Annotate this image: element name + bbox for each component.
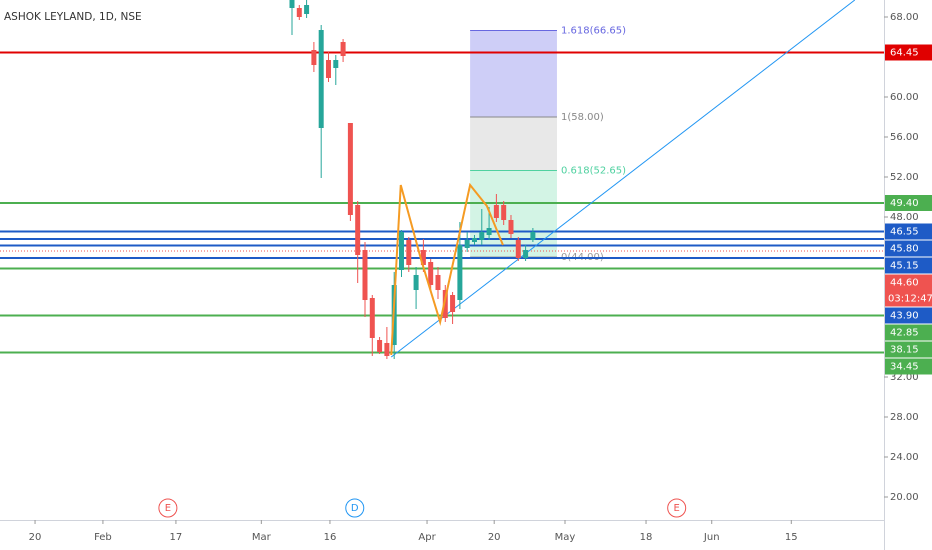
x-tick-label: Feb: [94, 532, 112, 543]
level-label: 45.80: [890, 244, 919, 255]
candle-body: [508, 220, 514, 234]
y-tick-label: 56.00: [890, 132, 919, 143]
candle-body: [450, 295, 456, 312]
candle-body: [471, 238, 477, 242]
price-label-bg: [885, 257, 932, 274]
candle-body: [318, 30, 324, 128]
y-tick-label: 48.00: [890, 212, 919, 223]
price-label-bg: [885, 307, 932, 324]
level-label: 38.15: [890, 345, 919, 356]
fib-label: 1.618(66.65): [561, 26, 626, 37]
price-label-bg: [885, 240, 932, 257]
y-tick-label: 52.00: [890, 172, 919, 183]
candle-body: [333, 60, 339, 68]
candle-body: [325, 60, 331, 78]
fib-zone: [470, 30, 557, 117]
x-tick-label: Mar: [252, 532, 272, 543]
level-label: 34.45: [890, 362, 919, 373]
candle-body: [530, 232, 536, 240]
candle-body: [501, 205, 507, 220]
level-label: 43.90: [890, 311, 919, 322]
candle-body: [289, 0, 295, 8]
candle-body: [486, 228, 492, 235]
price-label-bg: [885, 324, 932, 341]
x-tick-label: 16: [324, 532, 337, 543]
x-tick-label: 15: [785, 532, 798, 543]
candle-body: [369, 298, 375, 338]
event-marker: [345, 498, 365, 518]
fib-label: 0.618(52.65): [561, 166, 626, 177]
y-tick-label: 24.00: [890, 452, 919, 463]
candle-body: [355, 205, 361, 255]
candle-body: [435, 275, 441, 290]
price-label-bg: [885, 44, 932, 61]
event-marker: [158, 498, 178, 518]
price-label-bg: [885, 358, 932, 375]
pattern-line: [390, 182, 504, 356]
candle-body: [523, 250, 529, 258]
candle-body: [384, 343, 390, 356]
x-tick-label: May: [555, 532, 576, 543]
x-tick-label: 17: [170, 532, 183, 543]
countdown: 03:12:47: [888, 294, 932, 305]
level-label: 49.40: [890, 198, 919, 209]
candle-body: [362, 250, 368, 300]
x-tick-label: Apr: [418, 532, 436, 543]
candle-body: [428, 262, 434, 285]
candle-body: [413, 275, 419, 290]
price-label-bg: [885, 341, 932, 358]
candle-body: [304, 5, 310, 14]
x-tick-label: 20: [488, 532, 501, 543]
y-tick-label: 32.00: [890, 372, 919, 383]
candle-body: [340, 42, 346, 56]
candle-body: [377, 340, 383, 352]
price-label-bg: [885, 195, 932, 211]
y-tick-label: 60.00: [890, 92, 919, 103]
candle-body: [457, 245, 463, 300]
candle-body: [420, 250, 426, 265]
chart-title: ASHOK LEYLAND, 1D, NSE: [4, 11, 142, 23]
price-label-bg: [885, 223, 932, 240]
level-label: 45.15: [890, 261, 919, 272]
event-marker: [667, 498, 687, 518]
candle-body: [479, 232, 485, 240]
fib-zone: [470, 170, 557, 257]
candle-body: [311, 50, 317, 65]
last-price-label: 44.60: [890, 278, 919, 289]
y-tick-label: 68.00: [890, 12, 919, 23]
price-label-bg: [885, 274, 932, 291]
y-tick-label: 28.00: [890, 412, 919, 423]
y-tick-label: 20.00: [890, 492, 919, 503]
candle-body: [442, 290, 448, 318]
candle-body: [464, 240, 470, 248]
candle-body: [515, 240, 521, 258]
trend-line: [390, 0, 856, 358]
x-tick-label: Jun: [703, 532, 720, 543]
candle-body: [296, 8, 302, 17]
x-tick-label: 18: [640, 532, 653, 543]
fib-zone: [470, 117, 557, 171]
candle-body: [406, 240, 412, 265]
countdown-bg: [885, 290, 932, 307]
candle-body: [493, 205, 499, 218]
fib-label: 1(58.00): [561, 112, 604, 123]
candle-body: [347, 123, 353, 215]
level-label: 42.85: [890, 328, 919, 339]
x-tick-label: 20: [29, 532, 42, 543]
event-label: E: [165, 503, 171, 514]
level-label: 64.45: [890, 48, 919, 59]
event-label: E: [674, 503, 680, 514]
plot-area: 1.618(66.65)1(58.00)0.618(52.65)0(44.00): [0, 0, 884, 359]
level-label: 46.55: [890, 227, 919, 238]
candle-body: [398, 232, 404, 270]
event-label: D: [351, 503, 359, 514]
